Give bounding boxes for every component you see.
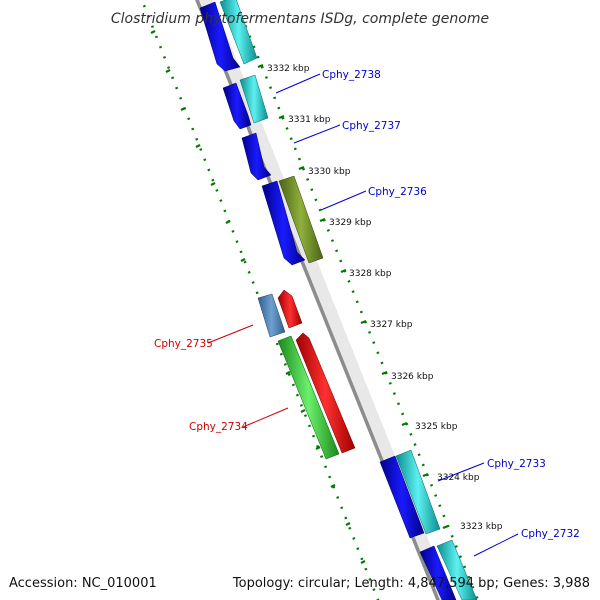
tick-label: 3329 kbp bbox=[329, 218, 372, 228]
gene-arrow-green[interactable] bbox=[277, 335, 340, 460]
genome-summary-text: Topology: circular; Length: 4,847,594 bp… bbox=[232, 576, 590, 591]
accession-text: Accession: NC_010001 bbox=[9, 576, 157, 591]
gene-label-cphy-2738[interactable]: Cphy_2738 bbox=[322, 69, 381, 81]
gene-label-cphy-2732[interactable]: Cphy_2732 bbox=[521, 528, 580, 540]
gene-arrow-cyan[interactable] bbox=[239, 74, 269, 124]
gene-arrow-cyan[interactable] bbox=[436, 539, 478, 600]
tick-label: 3323 kbp bbox=[460, 522, 503, 532]
gene-arrow-blue[interactable] bbox=[241, 132, 272, 181]
gene-label-cphy-2734[interactable]: Cphy_2734 bbox=[189, 421, 248, 433]
tick-label: 3325 kbp bbox=[415, 422, 458, 432]
inner-major-ticks bbox=[257, 63, 449, 530]
gene-label-cphy-2737[interactable]: Cphy_2737 bbox=[342, 120, 401, 132]
gene-arrow-blue[interactable] bbox=[261, 180, 306, 266]
gene-arrow-cyan[interactable] bbox=[219, 0, 258, 65]
forward-genes bbox=[199, 0, 478, 600]
reverse-genes bbox=[257, 289, 356, 460]
gene-arrow-blue[interactable] bbox=[379, 455, 425, 539]
gene-label-cphy-2733[interactable]: Cphy_2733 bbox=[487, 458, 546, 470]
tick-label: 3330 kbp bbox=[308, 167, 351, 177]
gene-arrow-blue[interactable] bbox=[419, 545, 457, 600]
gene-label-cphy-2735[interactable]: Cphy_2735 bbox=[154, 338, 213, 350]
tick-label: 3326 kbp bbox=[391, 372, 434, 382]
genome-track: 3332 kbp 3331 kbp 3330 kbp 3329 kbp 3328… bbox=[140, 0, 580, 600]
tick-label: 3331 kbp bbox=[288, 115, 331, 125]
tick-label: 3328 kbp bbox=[349, 269, 392, 279]
gene-arrow-blue[interactable] bbox=[199, 1, 241, 72]
gene-arrow-olive[interactable] bbox=[278, 175, 324, 264]
gene-arrow-red[interactable] bbox=[277, 289, 303, 329]
tick-label: 3327 kbp bbox=[370, 320, 413, 330]
gene-arrow-red[interactable] bbox=[295, 332, 356, 454]
gene-arrow-cyan[interactable] bbox=[395, 449, 441, 535]
label-leaders bbox=[207, 73, 519, 557]
gene-arrow-blue[interactable] bbox=[222, 82, 252, 130]
gene-arrow-steel[interactable] bbox=[257, 293, 286, 338]
tick-label: 3324 kbp bbox=[437, 473, 480, 483]
tick-label: 3332 kbp bbox=[267, 64, 310, 74]
gene-label-cphy-2736[interactable]: Cphy_2736 bbox=[368, 186, 427, 198]
outer-major-ticks bbox=[150, 30, 366, 564]
genome-title: Clostridium phytofermentans ISDg, comple… bbox=[111, 11, 489, 27]
